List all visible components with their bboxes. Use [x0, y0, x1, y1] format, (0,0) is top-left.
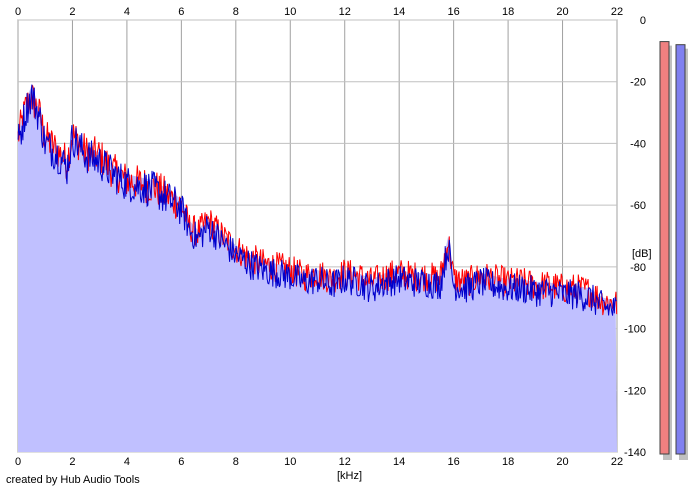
y-tick-label: -120 — [624, 385, 646, 397]
x-tick-label-top: 22 — [611, 6, 623, 18]
y-tick-label: -100 — [624, 324, 646, 336]
x-tick-label-bottom: 16 — [448, 456, 460, 468]
x-tick-label-top: 14 — [393, 6, 405, 18]
x-axis-label: [kHz] — [337, 470, 362, 482]
y-tick-label: 0 — [640, 15, 646, 27]
level-meter-2 — [675, 44, 686, 455]
x-tick-label-bottom: 2 — [69, 456, 75, 468]
x-tick-label-top: 0 — [15, 6, 21, 18]
x-tick-label-top: 6 — [178, 6, 184, 18]
x-tick-label-bottom: 6 — [178, 456, 184, 468]
y-tick-label: -60 — [630, 200, 646, 212]
x-tick-label-bottom: 18 — [502, 456, 514, 468]
x-tick-label-bottom: 12 — [339, 456, 351, 468]
x-tick-label-top: 8 — [233, 6, 239, 18]
x-tick-label-bottom: 10 — [284, 456, 296, 468]
spectrum-fill — [18, 84, 617, 453]
x-tick-label-bottom: 8 — [233, 456, 239, 468]
x-tick-label-top: 10 — [284, 6, 296, 18]
x-tick-label-top: 2 — [69, 6, 75, 18]
level-meter-1 — [659, 41, 670, 455]
x-tick-label-top: 12 — [339, 6, 351, 18]
footer-credit: created by Hub Audio Tools — [6, 474, 140, 486]
y-tick-label: -40 — [630, 138, 646, 150]
y-tick-label: -20 — [630, 77, 646, 89]
x-tick-label-bottom: 14 — [393, 456, 405, 468]
x-tick-label-top: 20 — [556, 6, 568, 18]
x-tick-label-bottom: 4 — [124, 456, 130, 468]
x-tick-label-bottom: 0 — [15, 456, 21, 468]
y-tick-label: -140 — [624, 447, 646, 459]
x-tick-label-top: 4 — [124, 6, 130, 18]
x-tick-label-top: 18 — [502, 6, 514, 18]
x-tick-label-top: 16 — [448, 6, 460, 18]
y-axis-label: [dB] — [632, 248, 652, 260]
y-tick-label: -80 — [630, 262, 646, 274]
spectrum-series-2 — [17, 84, 617, 316]
x-tick-label-bottom: 20 — [556, 456, 568, 468]
x-tick-label-bottom: 22 — [611, 456, 623, 468]
